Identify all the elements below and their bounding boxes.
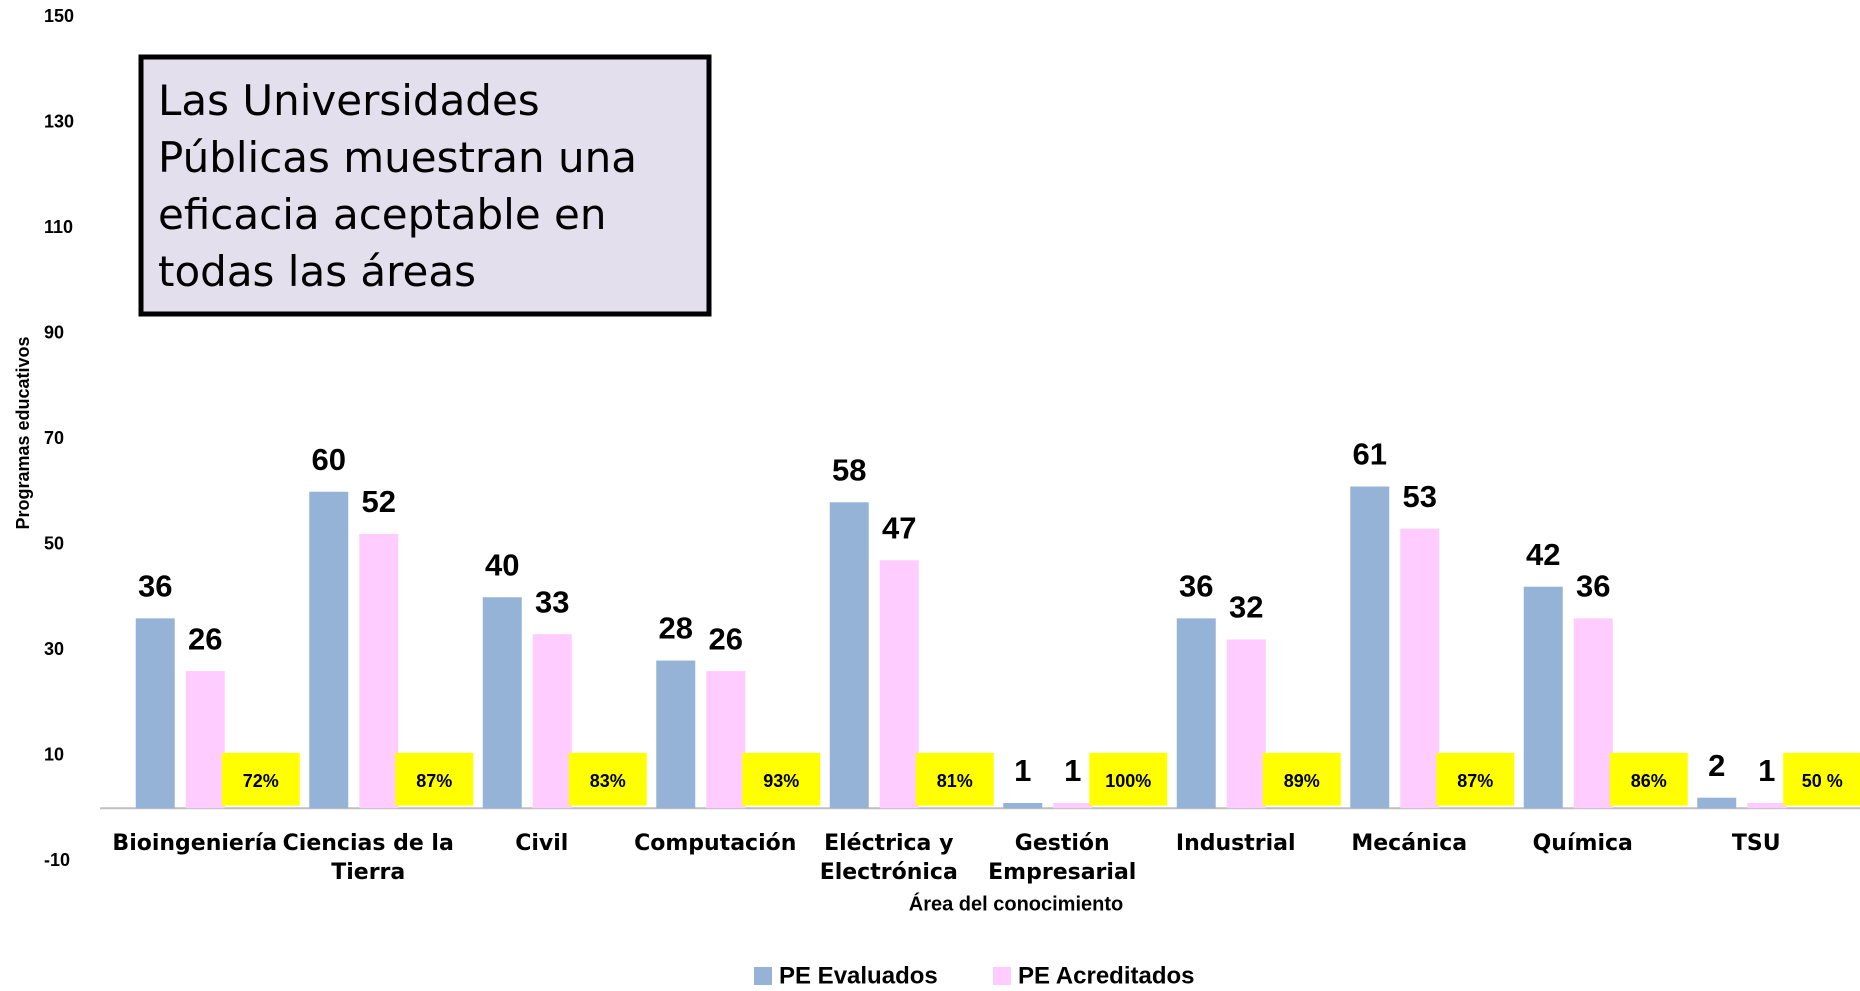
x-tick-wrap: Mecánica: [1351, 831, 1468, 856]
y-tick-label: 110: [44, 217, 73, 237]
y-axis-title: Programas educativos: [13, 336, 33, 529]
bar: [309, 491, 349, 809]
y-tick-label: 10: [44, 744, 64, 764]
efficiency-box: [395, 752, 474, 806]
bar: [532, 634, 572, 809]
bar: [1003, 802, 1043, 809]
x-axis-title: Área del conocimiento: [909, 892, 1124, 915]
annotation-box: [138, 54, 712, 317]
bar: [1350, 486, 1390, 809]
efficiency-box: [568, 752, 647, 806]
efficiency-box: [1436, 752, 1515, 806]
x-tick-label: Industrial: [1175, 831, 1296, 856]
efficiency-label: 72%: [243, 771, 279, 791]
bar: [656, 660, 696, 809]
x-tick-wrap: Civil: [515, 831, 569, 856]
x-tick-wrap: Gestión Empresarial: [988, 831, 1137, 885]
x-tick-wrap: Industrial: [1175, 831, 1296, 856]
value-label: 61: [1353, 437, 1387, 472]
y-tick-label: 130: [44, 111, 74, 131]
bar: [1400, 528, 1440, 809]
value-label: 47: [882, 511, 916, 546]
y-tick-label: 70: [44, 428, 64, 448]
value-label: 60: [312, 442, 346, 477]
bar: [829, 502, 869, 809]
legend-label: PE Evaluados: [779, 962, 938, 989]
efficiency-label: 89%: [1284, 771, 1320, 791]
value-label: 28: [659, 611, 693, 646]
value-label: 53: [1403, 479, 1437, 514]
value-label: 52: [362, 484, 396, 519]
x-tick-wrap: Eléctrica y Electrónica: [819, 831, 958, 885]
x-tick-wrap: Computación: [634, 831, 797, 856]
x-tick-label: Gestión Empresarial: [988, 831, 1137, 885]
value-label: 26: [188, 621, 222, 656]
bar: [185, 671, 225, 809]
efficiency-box: [1089, 752, 1168, 806]
value-label: 32: [1229, 590, 1263, 625]
value-label: 36: [1576, 569, 1610, 604]
efficiency-box: [1609, 752, 1688, 806]
y-tick-label: 150: [44, 6, 74, 26]
x-tick-label: Eléctrica y Electrónica: [819, 831, 958, 885]
annotation: Las Universidades Públicas muestran una …: [158, 76, 637, 296]
bar: [1573, 618, 1613, 809]
bar: [1697, 797, 1737, 809]
value-label: 36: [138, 569, 172, 604]
efficiency-label: 81%: [937, 771, 973, 791]
value-label: 1: [1014, 753, 1031, 788]
bar: [706, 671, 746, 809]
efficiency-label: 87%: [1457, 771, 1493, 791]
efficiency-box: [1262, 752, 1341, 806]
efficiency-label: 83%: [590, 771, 626, 791]
x-tick-wrap: Bioingeniería: [112, 831, 278, 856]
bar: [1226, 639, 1266, 809]
efficiency-box: [915, 752, 994, 806]
value-label: 33: [535, 584, 569, 619]
x-tick-label: Computación: [634, 831, 797, 856]
bar: [482, 597, 522, 809]
y-tick-label: 30: [44, 639, 64, 659]
efficiency-label: 100%: [1105, 771, 1151, 791]
efficiency-box: [221, 752, 300, 806]
value-label: 1: [1758, 753, 1775, 788]
value-label: 26: [709, 621, 743, 656]
bar: [135, 618, 175, 809]
value-label: 42: [1526, 537, 1560, 572]
efficiency-label: 50 %: [1802, 771, 1843, 791]
bar: [1747, 802, 1787, 809]
x-tick-label: Mecánica: [1351, 831, 1468, 856]
value-label: 2: [1708, 748, 1725, 783]
x-tick-label: Ciencias de la Tierra: [282, 831, 454, 885]
legend-swatch: [754, 967, 772, 985]
x-tick-label: TSU: [1731, 831, 1781, 856]
efficiency-label: 87%: [416, 771, 452, 791]
bar: [879, 560, 919, 809]
x-tick-label: Bioingeniería: [112, 831, 278, 856]
value-label: 58: [832, 452, 866, 487]
y-tick-label: -10: [44, 850, 70, 870]
efficiency-label: 86%: [1631, 771, 1667, 791]
bar: [359, 533, 399, 809]
bar: [1176, 618, 1216, 809]
x-tick-wrap: Química: [1532, 831, 1633, 856]
value-label: 36: [1179, 569, 1213, 604]
value-label: 40: [485, 547, 519, 582]
x-tick-wrap: TSU: [1731, 831, 1781, 856]
value-label: 1: [1064, 753, 1081, 788]
x-tick-wrap: Ciencias de la Tierra: [282, 831, 454, 885]
legend-swatch: [993, 967, 1011, 985]
bar: [1523, 586, 1563, 809]
annotation-wrap: Las Universidades Públicas muestran una …: [158, 76, 637, 296]
y-tick-label: 50: [44, 533, 64, 553]
bar: [1053, 802, 1093, 809]
x-tick-label: Química: [1532, 831, 1633, 856]
efficiency-label: 93%: [763, 771, 799, 791]
efficiency-box: [742, 752, 821, 806]
legend-label: PE Acreditados: [1018, 962, 1195, 989]
x-tick-label: Civil: [515, 831, 569, 856]
efficiency-box: [1783, 752, 1860, 806]
y-tick-label: 90: [44, 322, 64, 342]
